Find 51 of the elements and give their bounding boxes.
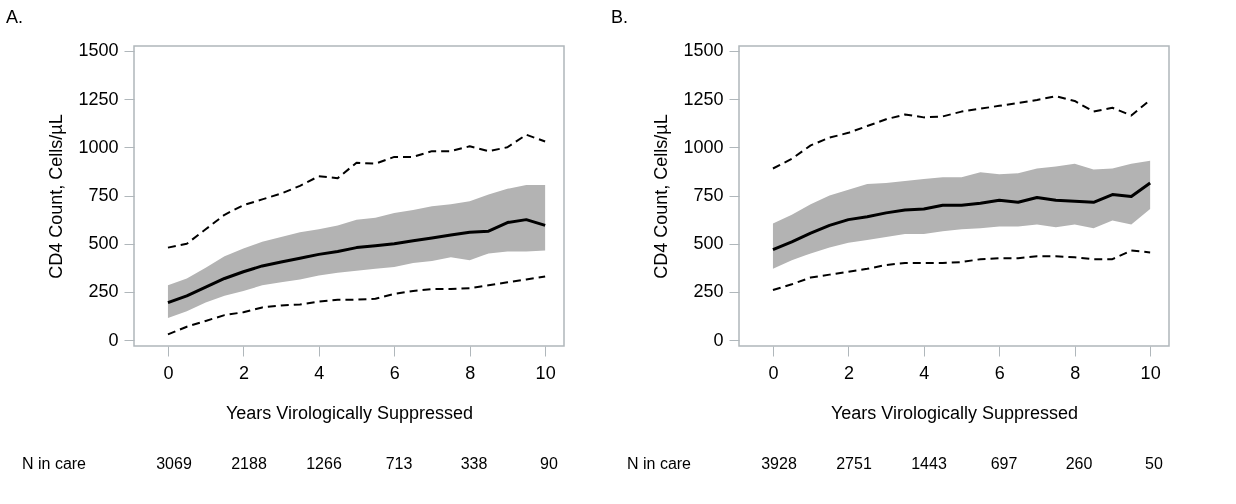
text: 697	[990, 455, 1018, 472]
y-tick-label: 1250	[683, 88, 724, 109]
y-tick-label: 500	[693, 233, 724, 254]
x-tick-label: 4	[314, 362, 325, 383]
text: 260	[1065, 455, 1093, 472]
y-tick-label: 1500	[78, 40, 119, 61]
text: 2188	[231, 455, 267, 472]
y-tick-label: 250	[693, 281, 724, 302]
y-tick-label: 1500	[683, 40, 724, 61]
text: 338	[460, 455, 488, 472]
x-axis-title: Years Virologically Suppressed	[830, 402, 1079, 423]
y-tick-label: 250	[88, 281, 119, 302]
x-tick-label: 4	[919, 362, 930, 383]
y-axis-title: CD4 Count, Cells/µL	[46, 114, 67, 279]
x-axis-title: Years Virologically Suppressed	[225, 402, 474, 423]
text: 3928	[761, 455, 797, 472]
text: 713	[385, 455, 413, 472]
x-tick-label: 0	[768, 362, 779, 383]
line-series	[166, 218, 547, 305]
x-tick-label: 10	[1140, 362, 1161, 383]
text: N in care	[21, 455, 87, 472]
x-tick-label: 8	[1070, 362, 1081, 383]
line-series	[771, 181, 1152, 252]
y-tick-label: 750	[693, 185, 724, 206]
x-tick-label: 10	[535, 362, 556, 383]
y-tick-label: 1000	[683, 136, 724, 157]
y-tick-label: 500	[88, 233, 119, 254]
chart-title: A.	[6, 7, 24, 27]
text: 2751	[836, 455, 872, 472]
text: 90	[540, 455, 558, 472]
chart-title: B.	[611, 7, 629, 27]
y-tick-label: 1000	[78, 136, 119, 157]
x-tick-label: 0	[163, 362, 174, 383]
y-tick-label: 750	[88, 185, 119, 206]
y-tick-label: 0	[713, 329, 724, 350]
x-tick-label: 2	[238, 362, 249, 383]
y-tick-label: 0	[108, 329, 119, 350]
text: 1443	[911, 455, 947, 472]
text: 1266	[306, 455, 342, 472]
x-tick-label: 8	[465, 362, 476, 383]
line-series	[166, 275, 547, 336]
text: 3069	[156, 455, 192, 472]
text: N in care	[626, 455, 692, 472]
y-tick-label: 1250	[78, 88, 119, 109]
y-axis-title: CD4 Count, Cells/µL	[651, 114, 672, 279]
x-tick-label: 6	[389, 362, 400, 383]
text: 50	[1145, 455, 1163, 472]
line-series	[166, 133, 547, 249]
line-series	[771, 249, 1152, 292]
x-tick-label: 2	[843, 362, 854, 383]
x-tick-label: 6	[994, 362, 1005, 383]
